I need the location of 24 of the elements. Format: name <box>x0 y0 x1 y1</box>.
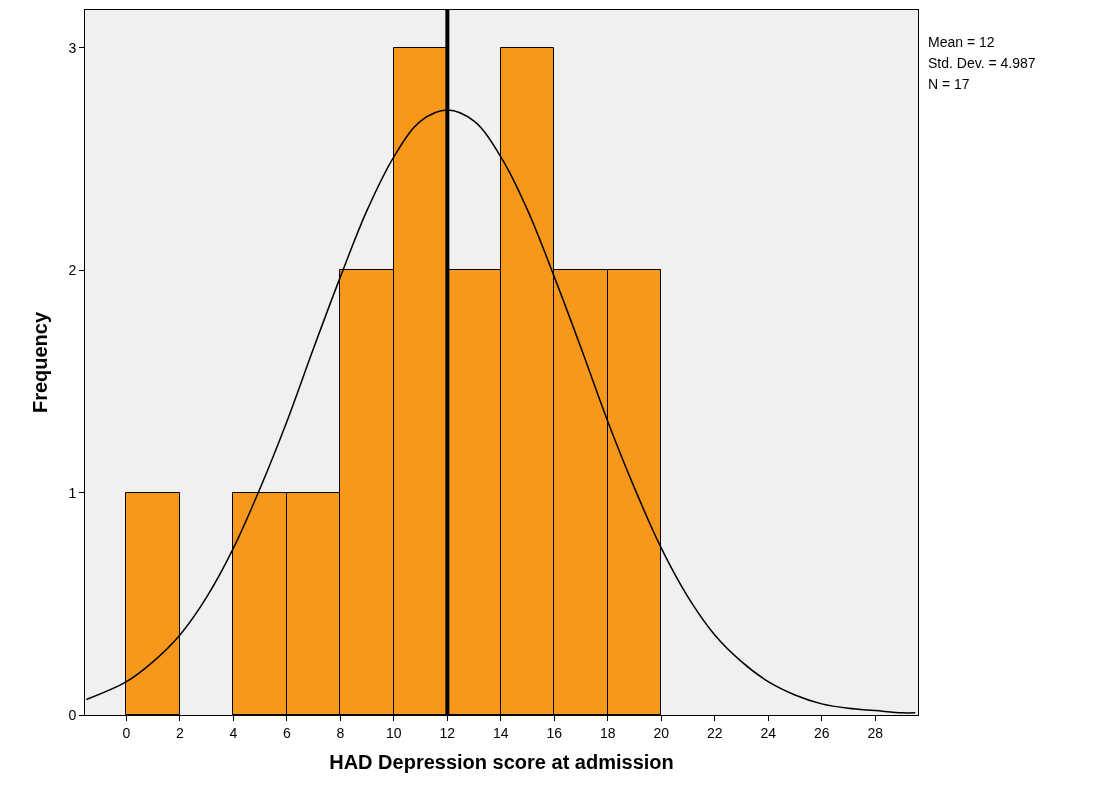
y-tick-label: 2 <box>68 262 77 279</box>
x-tick-label: 22 <box>706 724 723 741</box>
text: Mean = 12 <box>928 34 995 50</box>
x-tick-label: 8 <box>336 724 345 741</box>
x-tick-label: 2 <box>176 724 185 741</box>
x-tick-label: 26 <box>813 724 830 741</box>
x-tick-label: 28 <box>867 724 884 741</box>
x-tick-label: 18 <box>600 724 616 741</box>
x-axis-title: HAD Depression score at admission <box>329 751 674 774</box>
x-tick-label: 6 <box>283 724 291 741</box>
x-tick-label: 10 <box>386 724 402 741</box>
y-axis-title: Frequency <box>28 311 51 414</box>
x-tick-label: 20 <box>653 724 670 741</box>
x-tick-label: 14 <box>493 724 509 741</box>
x-tick-label: 16 <box>546 724 563 741</box>
x-tick-label: 12 <box>439 724 456 741</box>
text: N = 17 <box>928 76 970 92</box>
y-tick-label: 3 <box>68 39 77 56</box>
y-tick-label: 0 <box>68 706 77 723</box>
text: Std. Dev. = 4.987 <box>928 55 1036 71</box>
x-tick-label: 24 <box>760 724 777 741</box>
x-tick-label: 4 <box>229 724 238 741</box>
x-tick-label: 0 <box>122 724 131 741</box>
y-tick-label: 1 <box>68 484 77 501</box>
